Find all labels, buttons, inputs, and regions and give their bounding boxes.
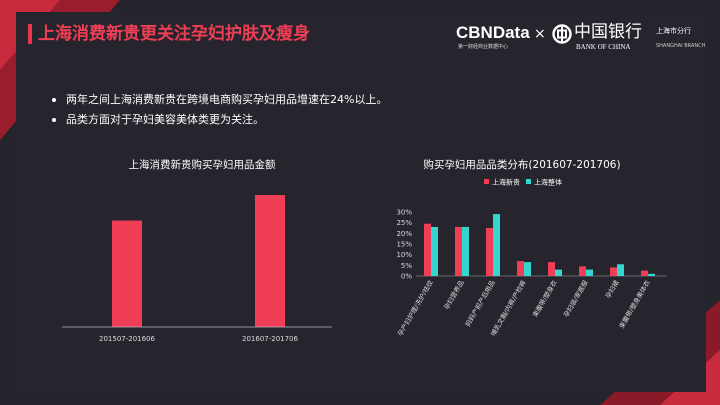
amount-bar-chart: 上海消费新贵购买孕妇用品金额 201507-201606 201607-20170… [62,158,332,343]
chart2-y-tick-label: 30% [396,209,412,217]
chart2-x-tick-label: 妈妈产前产后用品 [463,279,497,329]
chart2-bar-1-6 [617,264,624,276]
chart2-bar-0-4 [548,262,555,276]
boc-name-en: BANK OF CHINA [576,43,631,51]
chart2-bar-0-5 [579,266,586,276]
chart1-bar-0 [112,220,142,327]
bullet-list: 两年之间上海消费新贵在跨境电商购买孕妇用品增速在24%以上。 品类方面对于孕妇美… [52,90,387,130]
chart2-legend: 上海新贵 上海整体 [484,178,562,187]
content-panel [16,12,706,392]
bullet-text: 两年之间上海消费新贵在跨境电商购买孕妇用品增速在24%以上。 [66,93,388,106]
bullet-dot-icon [52,98,56,102]
bullet-dot-icon [52,118,56,122]
chart2-bar-1-2 [493,214,500,276]
cbndata-logo: CBNData [456,23,530,42]
chart2-bar-0-0 [424,223,431,276]
bullet-item: 品类方面对于孕妇美容美体类更为关注。 [52,110,387,130]
category-bar-chart: 购买孕妇用品品类分布(201607-201706) 上海新贵 上海整体 0% 5%… [395,158,667,337]
chart2-y-tick-label: 15% [396,241,412,249]
chart2-bar-0-7 [641,270,648,276]
legend-swatch-series-1 [526,179,531,184]
boc-name-cn: 中国银行 [574,22,642,42]
legend-label-series-0: 上海新贵 [492,178,520,187]
chart1-x-tick-label: 201507-201606 [99,335,156,343]
legend-label-series-1: 上海整体 [534,178,562,187]
legend-swatch-series-0 [484,179,489,184]
bank-of-china-emblem-icon [552,24,572,44]
chart2-bar-0-2 [486,228,493,276]
chart1-title: 上海消费新贵购买孕妇用品金额 [129,158,276,171]
chart2-bar-0-3 [517,261,524,276]
chart2-bar-1-0 [431,226,438,276]
boc-branch-cn: 上海市分行 [656,27,691,35]
chart2-bar-0-6 [610,267,617,276]
chart2-bar-1-3 [524,262,531,276]
chart2-bar-1-7 [648,273,655,276]
chart2-x-tick-label: 孕妇营养品 [442,279,466,312]
chart2-bar-0-1 [455,226,462,276]
chart2-y-tick-label: 20% [396,230,412,238]
boc-branch-en: SHANGHAI BRANCH [656,43,706,49]
bullet-item: 两年之间上海消费新贵在跨境电商购买孕妇用品增速在24%以上。 [52,90,387,110]
chart1-bar-1 [255,195,285,327]
bullet-text: 品类方面对于孕妇美容美体类更为关注。 [66,113,264,126]
times-symbol: × [534,26,546,42]
chart2-x-tick-label: 孕产妇护理/洗护/祛纹 [395,278,434,337]
chart2-bar-1-4 [555,269,562,276]
chart2-bar-1-1 [462,226,469,276]
chart2-y-tick-label: 10% [396,251,412,259]
title-accent-bar [28,24,32,44]
chart2-bar-1-5 [586,269,593,276]
chart2-title: 购买孕妇用品品类分布(201607-201706) [423,158,620,171]
chart1-x-tick-label: 201607-201706 [242,335,299,343]
chart2-x-tick-label: 束腹带/塑身美体衣 [617,278,652,330]
chart2-y-tick-label: 5% [401,262,412,270]
page-title: 上海消费新贵更关注孕妇护肤及瘦身 [38,24,310,44]
cbndata-tagline: 第一财经商业数据中心 [458,44,509,50]
chart2-y-tick-label: 25% [396,219,412,227]
chart2-x-tick-label: 孕妇裙 [603,278,621,300]
chart2-y-tick-label: 0% [401,273,412,281]
chart2-x-tick-label: 孕妇装/家居服 [561,278,590,319]
chart2-x-tick-label: 束腹带/塑身衣 [530,278,559,319]
